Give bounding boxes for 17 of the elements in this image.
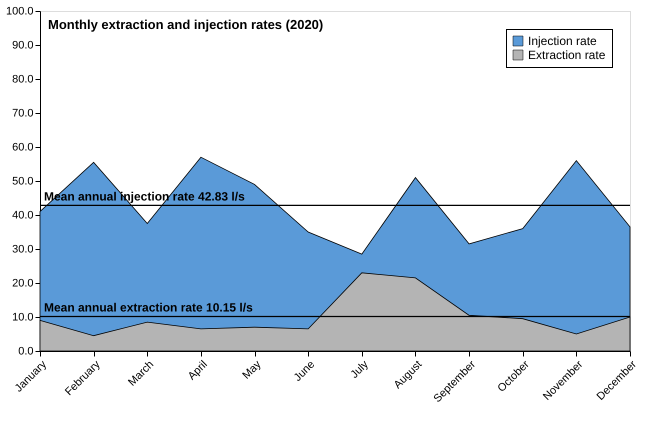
y-tick-label: 100.0 [6, 6, 34, 18]
y-tick-label: 60.0 [12, 142, 34, 154]
y-tick-label: 90.0 [12, 40, 34, 52]
y-tick-label: 20.0 [12, 278, 34, 290]
x-tick-label: May [240, 358, 264, 382]
legend-label: Injection rate [528, 34, 598, 48]
chart-title: Monthly extraction and injection rates (2020) [48, 17, 324, 32]
y-tick-label: 10.0 [12, 312, 34, 324]
y-tick-label: 30.0 [12, 244, 34, 256]
x-tick-label: July [348, 358, 372, 381]
legend-label: Extraction rate [528, 48, 606, 62]
y-tick-label: 40.0 [12, 210, 34, 222]
y-tick-label: 80.0 [12, 74, 34, 86]
y-tick-label: 70.0 [12, 108, 34, 120]
y-tick-label: 0.0 [18, 346, 34, 358]
y-tick-label: 50.0 [12, 176, 34, 188]
ref-line-label: Mean annual extraction rate 10.15 l/s [44, 300, 254, 314]
